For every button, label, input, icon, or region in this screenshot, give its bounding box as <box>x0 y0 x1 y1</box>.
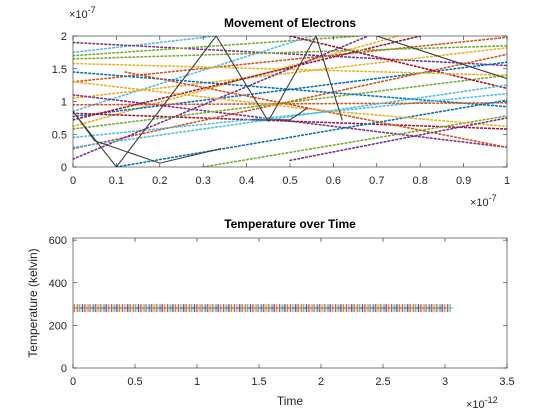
electron-x-tick-label: 0.9 <box>456 175 471 187</box>
temperature-x-tick-label: 2 <box>318 376 324 388</box>
electron-trajectory-16 <box>73 62 507 77</box>
temperature-x-tick-label: 3 <box>442 376 448 388</box>
electron-trajectory-7 <box>73 36 313 113</box>
temperature-plot: Temperature over Time 0 0.5 1 1.5 2 2.5 3 3.5 0… <box>26 217 515 411</box>
electron-trajectory-18 <box>202 115 507 167</box>
temperature-x-tick-label: 0 <box>70 376 76 388</box>
electron-trajectory-11 <box>73 74 507 130</box>
electron-x-tick-label: 0.4 <box>239 175 254 187</box>
electron-plot: Movement of Electrons 0 0.1 0.2 0.3 0.4 0.5 0.… <box>52 5 510 209</box>
electron-plot-title: Movement of Electrons <box>224 16 356 30</box>
electron-trajectory-6 <box>73 112 507 130</box>
electron-trajectory-21 <box>124 71 507 149</box>
electron-trajectory-17 <box>73 36 369 160</box>
electron-x-tick-label: 0.3 <box>196 175 211 187</box>
electron-trajectories <box>73 36 507 167</box>
electron-trajectory-25 <box>73 44 507 60</box>
electron-trajectory-19 <box>115 99 507 167</box>
electron-y-tick-label: 1.5 <box>52 64 67 76</box>
electron-trajectory-1 <box>73 36 507 83</box>
electron-x-tick-label: 0.6 <box>326 175 341 187</box>
electron-trajectory-8 <box>73 53 507 150</box>
electron-trajectory-29 <box>376 36 507 80</box>
electron-x-tick-label: 1 <box>504 175 510 187</box>
electron-trajectory-2 <box>73 36 400 128</box>
electron-trajectory-0 <box>73 36 217 54</box>
temperature-plot-title: Temperature over Time <box>224 217 356 231</box>
temperature-plot-axes-box <box>72 237 508 369</box>
temperature-x-ticks: 0 0.5 1 1.5 2 2.5 3 3.5 <box>70 238 515 388</box>
temperature-y-tick-label: 600 <box>49 235 67 247</box>
electron-trajectory-24 <box>289 117 507 162</box>
electron-x-tick-label: 0.8 <box>413 175 428 187</box>
temperature-x-tick-label: 3.5 <box>499 376 514 388</box>
electron-y-exponent: ×10-7 <box>69 5 96 21</box>
temperature-x-tick-label: 0.5 <box>127 376 142 388</box>
temperature-markers <box>73 304 454 313</box>
electron-trajectory-10 <box>73 94 507 149</box>
electron-trajectory-27 <box>73 110 222 164</box>
temperature-y-ticks: 0 200 400 600 <box>49 235 507 375</box>
electron-trajectory-3 <box>73 41 507 67</box>
temperature-y-tick-label: 200 <box>49 320 67 332</box>
electron-x-ticks: 0 0.1 0.2 0.3 0.4 0.5 0.6 0.7 0.8 0.9 1 <box>70 36 510 187</box>
temperature-y-label: Temperature (kelvin) <box>26 248 40 357</box>
temperature-x-tick-label: 1 <box>194 376 200 388</box>
electron-x-tick-label: 0 <box>70 175 76 187</box>
temperature-y-tick-label: 0 <box>61 363 67 375</box>
temperature-x-label: Time <box>277 394 304 408</box>
temperature-x-exponent: ×10-12 <box>466 395 498 411</box>
electron-x-exponent: ×10-7 <box>470 193 497 209</box>
electron-y-ticks: 0 0.5 1 1.5 2 <box>52 31 507 174</box>
electron-trajectory-12 <box>73 71 507 108</box>
electron-trajectory-22 <box>73 81 507 128</box>
temperature-x-tick-label: 2.5 <box>375 376 390 388</box>
electron-y-tick-label: 0 <box>61 162 67 174</box>
electron-trajectory-4 <box>73 36 361 57</box>
temperature-marker <box>447 304 454 313</box>
electron-y-tick-label: 1 <box>61 97 67 109</box>
electron-y-tick-label: 0.5 <box>52 129 67 141</box>
electron-x-tick-label: 0.7 <box>369 175 384 187</box>
temperature-y-tick-label: 400 <box>49 278 67 290</box>
electron-trajectory-14 <box>73 92 507 139</box>
electron-trajectory-28 <box>250 107 308 121</box>
electron-x-tick-label: 0.2 <box>152 175 167 187</box>
electron-trajectory-13 <box>289 36 507 90</box>
electron-y-tick-label: 2 <box>61 31 67 43</box>
electron-x-tick-label: 0.1 <box>109 175 124 187</box>
temperature-x-tick-label: 1.5 <box>251 376 266 388</box>
electron-trajectory-26 <box>73 36 343 167</box>
electron-x-tick-label: 0.5 <box>282 175 297 187</box>
